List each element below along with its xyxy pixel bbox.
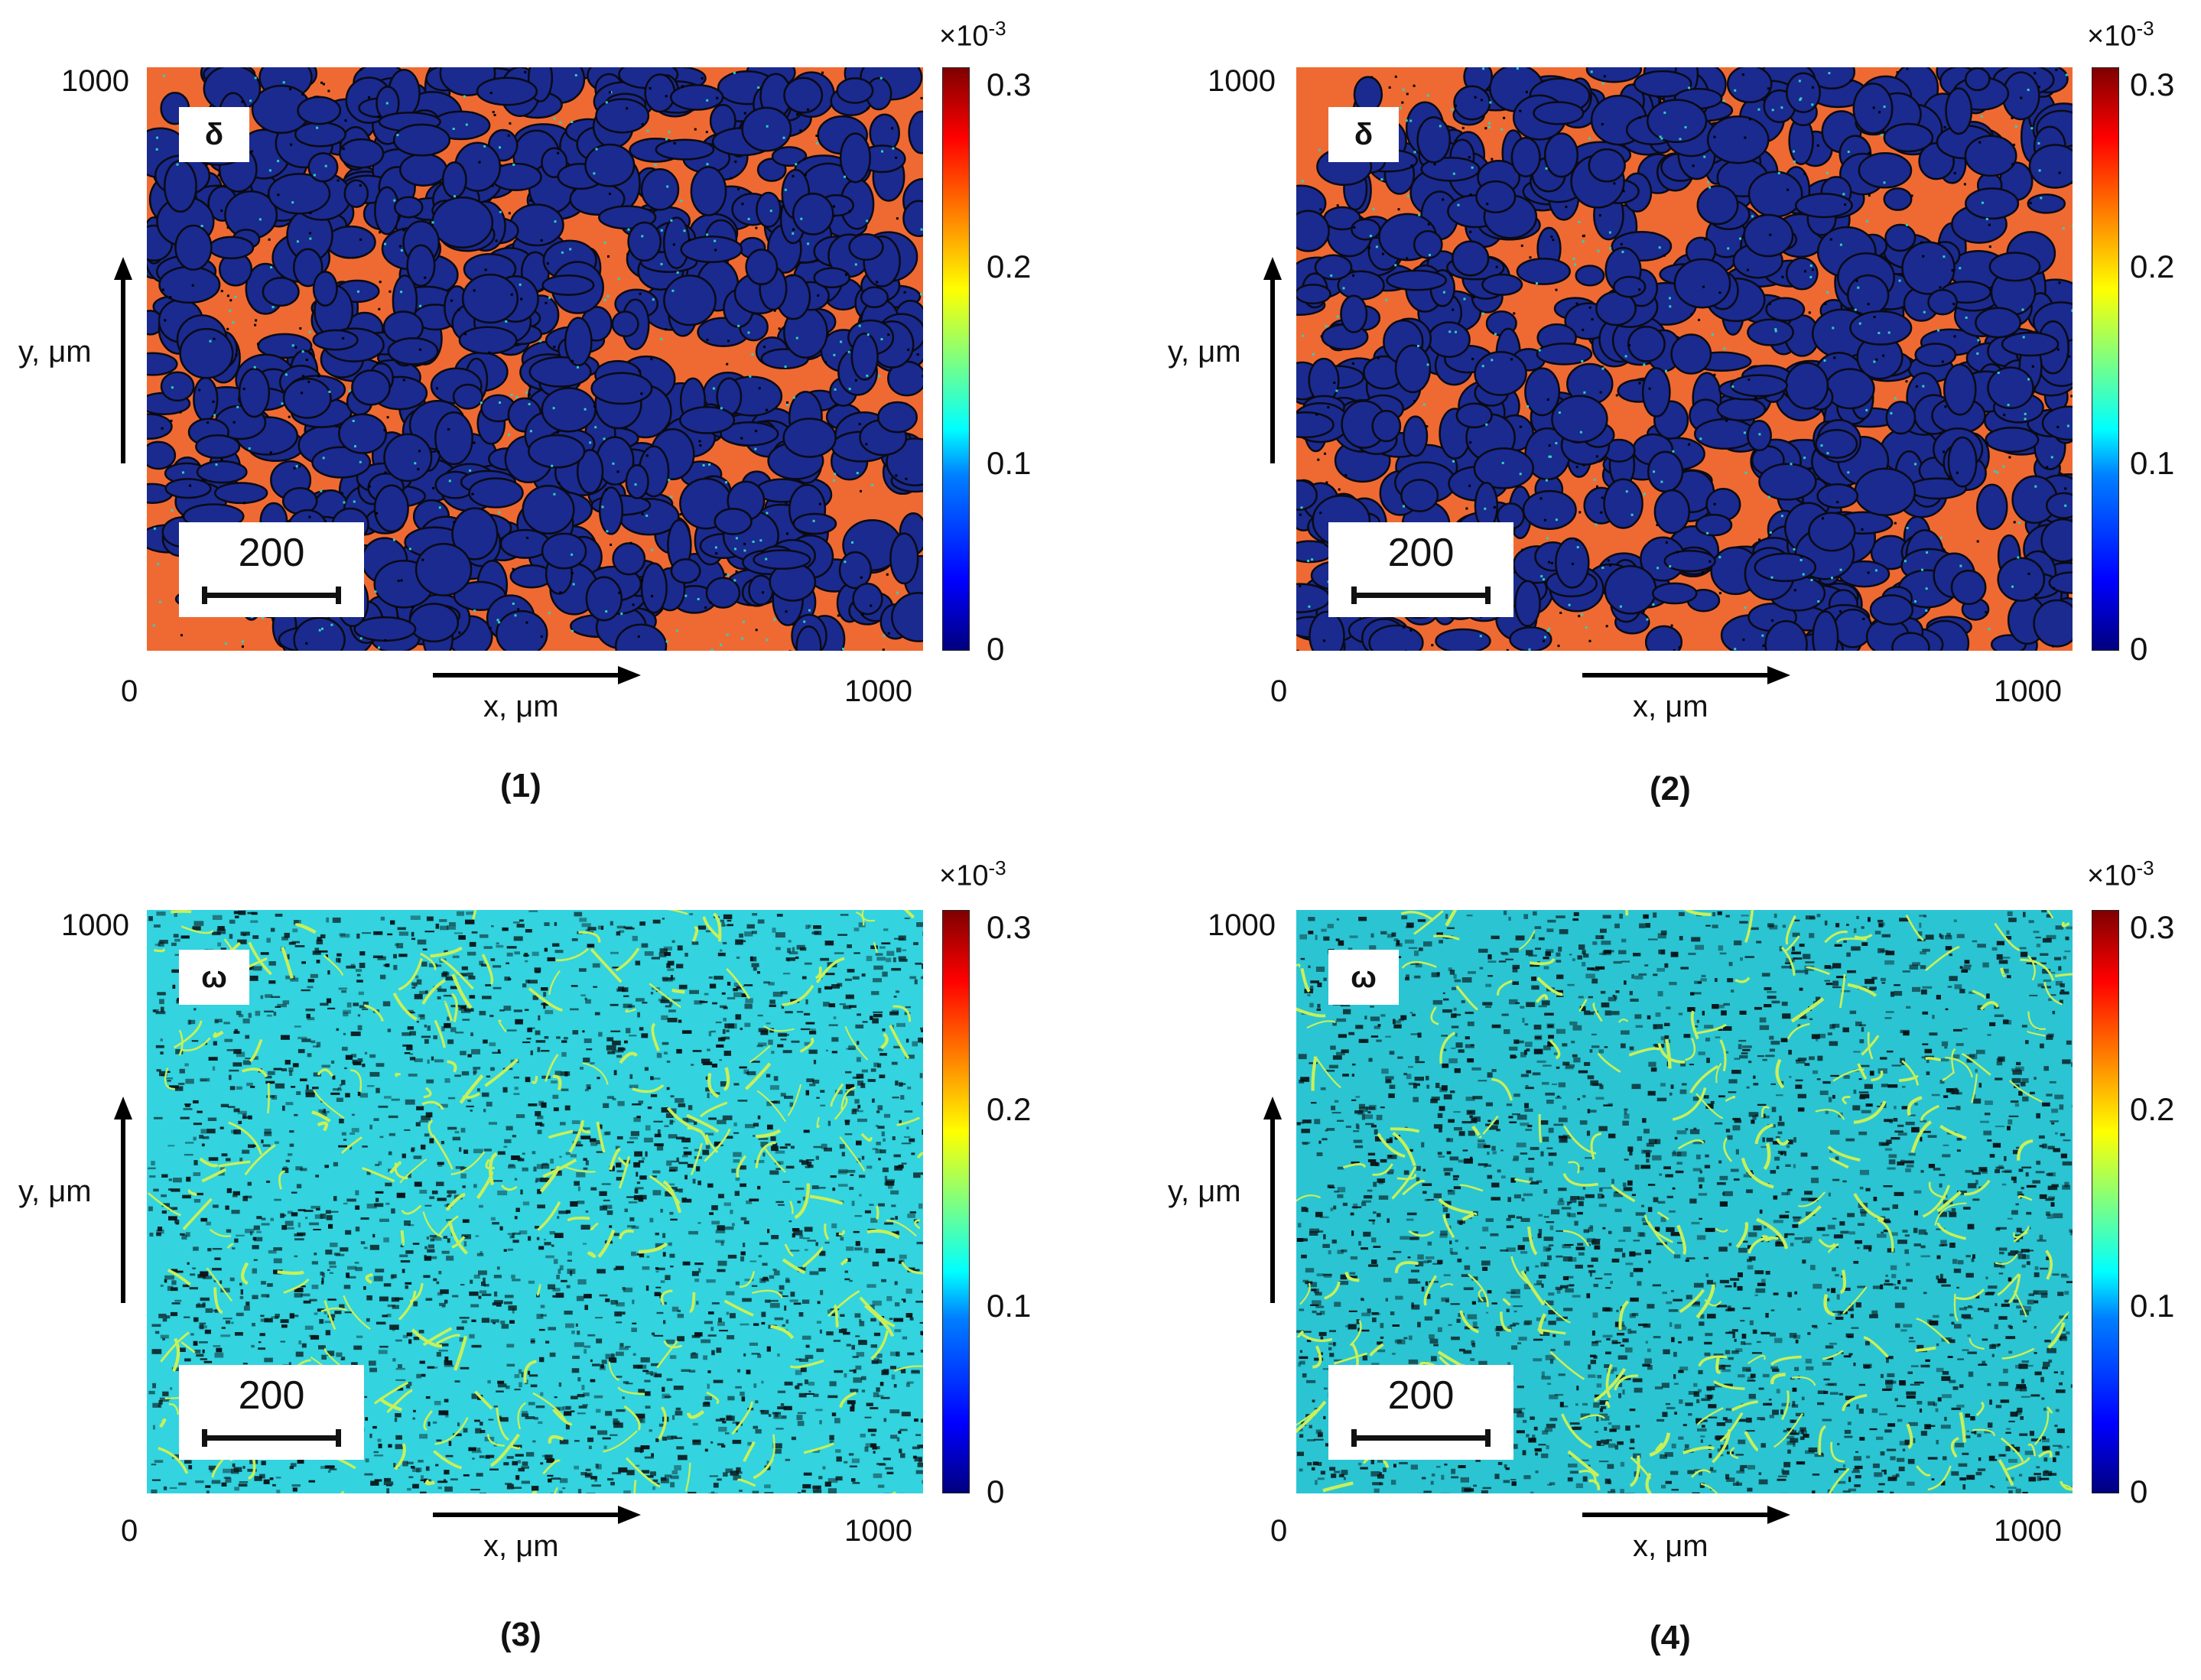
scale-bar: 200 xyxy=(1328,1365,1513,1460)
y-tick-max: 1000 xyxy=(61,908,129,942)
panel-caption: (2) xyxy=(1650,770,1691,808)
x-tick-max: 1000 xyxy=(1994,1514,2062,1548)
panel-caption: (4) xyxy=(1650,1619,1691,1656)
x-axis-arrow xyxy=(1582,1506,1790,1524)
y-axis-label: y, μm xyxy=(18,335,92,369)
x-axis-label: x, μm xyxy=(1633,1529,1708,1563)
colorbar-tick: 0 xyxy=(2130,631,2148,667)
scale-bar-value: 200 xyxy=(1387,1373,1455,1418)
y-axis-arrow xyxy=(1263,257,1282,463)
panel-caption: (3) xyxy=(500,1616,541,1653)
colorbar-tick: 0.1 xyxy=(2130,445,2175,481)
y-tick-max: 1000 xyxy=(1208,64,1276,98)
x-tick-min: 0 xyxy=(1270,674,1288,708)
colorbar-tick: 0 xyxy=(987,631,1005,667)
y-axis-label: y, μm xyxy=(18,1175,92,1208)
phase-label: ω xyxy=(1328,950,1399,1005)
strain-map: δ 200 xyxy=(1296,67,2073,651)
scale-bar-line xyxy=(1351,587,1491,604)
x-axis-label: x, μm xyxy=(483,690,559,723)
x-tick-max: 1000 xyxy=(844,674,912,708)
figure-panel-3: ω 200 1000 0 1000 y, μm x, μm (3) ×10-3 … xyxy=(0,840,1100,1679)
figure-panel-4: ω 200 1000 0 1000 y, μm x, μm (4) ×10-3 … xyxy=(1100,840,2201,1679)
phase-label: δ xyxy=(179,107,249,162)
colorbar-tick: 0 xyxy=(987,1474,1005,1509)
colorbar-tick: 0.3 xyxy=(2130,67,2175,102)
colorbar-tick: 0.2 xyxy=(2130,1091,2175,1127)
x-axis-arrow xyxy=(1582,666,1790,684)
y-axis-arrow xyxy=(114,1097,132,1303)
panel-caption: (1) xyxy=(500,767,541,804)
y-axis-arrow xyxy=(1263,1097,1282,1303)
figure-panel-2: δ 200 1000 0 1000 y, μm x, μm (2) ×10-3 … xyxy=(1100,0,2201,840)
strain-map-svg xyxy=(147,67,923,651)
scale-bar: 200 xyxy=(179,1365,364,1460)
x-tick-min: 0 xyxy=(121,1514,138,1548)
scale-bar-line xyxy=(1351,1429,1491,1447)
colorbar-tick: 0.1 xyxy=(987,1288,1032,1324)
colorbar-tick: 0 xyxy=(2130,1474,2148,1509)
x-tick-max: 1000 xyxy=(844,1514,912,1548)
phase-label: ω xyxy=(179,950,249,1005)
x-tick-min: 0 xyxy=(121,674,138,708)
y-axis-label: y, μm xyxy=(1168,335,1241,369)
colorbar-exponent: ×10-3 xyxy=(2087,856,2154,892)
colorbar-tick: 0.2 xyxy=(987,1091,1032,1127)
scale-bar-value: 200 xyxy=(238,531,305,575)
colorbar-exponent: ×10-3 xyxy=(939,856,1006,892)
x-tick-min: 0 xyxy=(1270,1514,1288,1548)
colorbar-tick: 0.1 xyxy=(987,445,1032,481)
x-axis-label: x, μm xyxy=(1633,690,1708,723)
strain-map-svg xyxy=(1296,67,2073,651)
scale-bar-value: 200 xyxy=(1387,531,1455,575)
colorbar-tick: 0.2 xyxy=(2130,249,2175,284)
colorbar xyxy=(942,67,970,651)
colorbar xyxy=(2092,910,2119,1493)
strain-map: ω 200 xyxy=(147,910,923,1493)
colorbar-tick: 0.3 xyxy=(987,909,1032,945)
colorbar-tick: 0.1 xyxy=(2130,1288,2175,1324)
strain-map: δ 200 xyxy=(147,67,923,651)
strain-map-svg xyxy=(147,910,923,1493)
strain-map: ω 200 xyxy=(1296,910,2073,1493)
y-tick-max: 1000 xyxy=(1208,908,1276,942)
scale-bar: 200 xyxy=(1328,522,1513,617)
colorbar-exponent: ×10-3 xyxy=(2087,17,2154,53)
y-tick-max: 1000 xyxy=(61,64,129,98)
colorbar-tick: 0.3 xyxy=(987,67,1032,102)
colorbar-exponent: ×10-3 xyxy=(939,17,1006,53)
y-axis-arrow xyxy=(114,257,132,463)
colorbar xyxy=(942,910,970,1493)
colorbar xyxy=(2092,67,2119,651)
colorbar-tick: 0.2 xyxy=(987,249,1032,284)
x-axis-arrow xyxy=(433,666,641,684)
figure-panel-1: δ 200 1000 0 1000 y, μm x, μm (1) ×10-3 … xyxy=(0,0,1100,840)
scale-bar-value: 200 xyxy=(238,1373,305,1418)
scale-bar-line xyxy=(202,1429,341,1447)
phase-label: δ xyxy=(1328,107,1399,162)
x-axis-label: x, μm xyxy=(483,1529,559,1563)
x-tick-max: 1000 xyxy=(1994,674,2062,708)
scale-bar: 200 xyxy=(179,522,364,617)
colorbar-tick: 0.3 xyxy=(2130,909,2175,945)
y-axis-label: y, μm xyxy=(1168,1175,1241,1208)
scale-bar-line xyxy=(202,587,341,604)
x-axis-arrow xyxy=(433,1506,641,1524)
